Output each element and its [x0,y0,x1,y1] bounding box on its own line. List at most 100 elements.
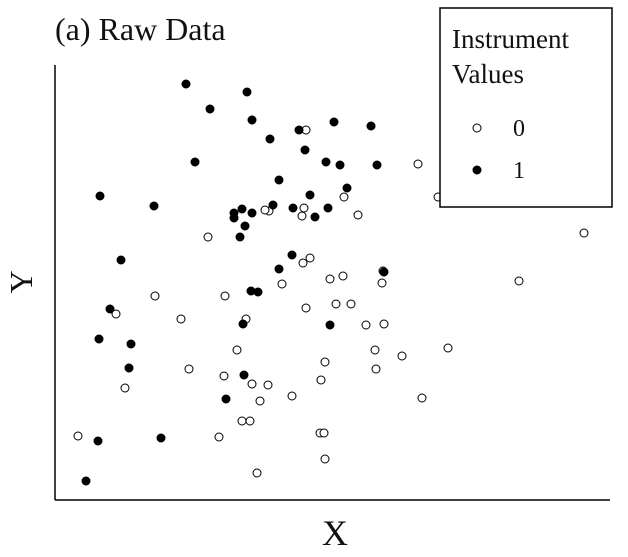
point [370,345,380,355]
point [105,304,115,314]
point [325,274,335,284]
point [156,433,166,443]
point [297,211,307,221]
point [353,210,363,220]
point [379,267,389,277]
point [265,134,275,144]
point [320,454,330,464]
point [219,371,229,381]
point [245,416,255,426]
points [73,79,589,486]
point [205,104,215,114]
point [252,468,262,478]
point [181,79,191,89]
point [323,203,333,213]
point [214,432,224,442]
point [377,278,387,288]
point [203,232,213,242]
point [220,291,230,301]
point [255,396,265,406]
legend-label: 1 [513,158,525,184]
point [274,175,284,185]
point [379,319,389,329]
point [579,228,589,238]
point [247,379,257,389]
point [94,334,104,344]
point [242,87,252,97]
point [93,436,103,446]
point [299,203,309,213]
chart-title: (a) Raw Data [55,11,226,47]
point [124,363,134,373]
point [95,191,105,201]
point [372,160,382,170]
legend-marker [472,123,482,133]
point [300,145,310,155]
point [514,276,524,286]
legend-title: Instrument Values [452,24,569,89]
point [247,208,257,218]
point [176,314,186,324]
legend-title-box: Instrument Values [452,24,569,89]
point [413,159,423,169]
point [329,117,339,127]
point [126,339,136,349]
point [73,431,83,441]
point [274,264,284,274]
point [342,183,352,193]
point [316,375,326,385]
legend: Instrument Values 0 1 [439,7,613,208]
point [287,250,297,260]
point [229,213,239,223]
point [366,121,376,131]
point [294,125,304,135]
point [338,271,348,281]
point [268,200,278,210]
legend-label: 0 [513,116,525,142]
point [190,157,200,167]
point [305,253,315,263]
point [320,357,330,367]
point [238,319,248,329]
point [335,160,345,170]
point [331,299,341,309]
point [319,428,329,438]
point [149,201,159,211]
point [443,343,453,353]
point [260,205,270,215]
point [239,370,249,380]
point [116,255,126,265]
point [325,320,335,330]
point [417,393,427,403]
point [277,279,287,289]
point [221,394,231,404]
point [240,221,250,231]
point [150,291,160,301]
point [397,351,407,361]
point [237,204,247,214]
point [237,416,247,426]
point [235,232,245,242]
point [339,192,349,202]
point [321,157,331,167]
point [253,287,263,297]
point [310,212,320,222]
point [263,380,273,390]
point [361,320,371,330]
legend-box [439,7,613,208]
point [81,476,91,486]
y-axis-label: Y [3,270,39,293]
point [247,115,257,125]
point [232,345,242,355]
point [120,383,130,393]
point [301,303,311,313]
point [371,364,381,374]
point [111,309,121,319]
legend-marker [472,165,482,175]
point [288,203,298,213]
x-axis-label: X [322,513,348,553]
point [305,190,315,200]
point [184,364,194,374]
point [346,299,356,309]
